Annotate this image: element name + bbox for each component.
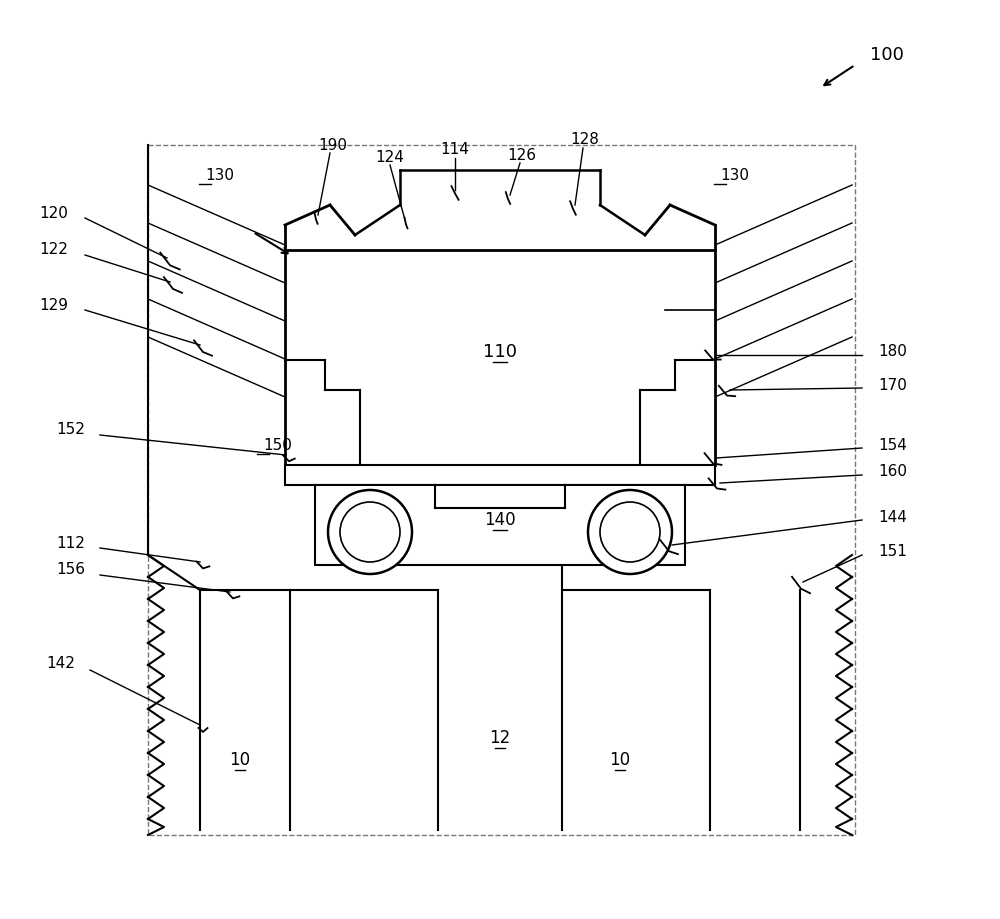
Bar [285, 465, 715, 485]
Text: 10: 10 [229, 751, 251, 769]
Bar [315, 485, 685, 565]
Circle shape [600, 502, 660, 562]
Text: 142: 142 [46, 656, 75, 672]
Text: 140: 140 [484, 511, 516, 529]
Text: 130: 130 [205, 167, 234, 183]
Text: 144: 144 [878, 509, 907, 525]
Text: 114: 114 [441, 142, 469, 157]
Text: 170: 170 [878, 378, 907, 392]
Circle shape [328, 490, 412, 574]
Circle shape [340, 502, 400, 562]
Text: 122: 122 [39, 243, 68, 257]
Bar [285, 250, 715, 465]
Text: 100: 100 [870, 46, 904, 64]
Text: 151: 151 [878, 544, 907, 560]
Text: 126: 126 [508, 148, 536, 163]
Text: 150: 150 [263, 437, 292, 452]
Text: 129: 129 [39, 298, 68, 312]
Text: 154: 154 [878, 437, 907, 452]
Bar [148, 145, 855, 835]
Text: 112: 112 [56, 536, 85, 550]
Circle shape [588, 490, 672, 574]
Text: 120: 120 [39, 206, 68, 221]
Text: 190: 190 [318, 138, 348, 153]
Text: 156: 156 [56, 562, 85, 577]
Text: 152: 152 [56, 423, 85, 437]
Text: 160: 160 [878, 464, 907, 480]
Text: 130: 130 [720, 167, 749, 183]
Text: 12: 12 [489, 729, 511, 747]
Text: 10: 10 [609, 751, 631, 769]
Text: 128: 128 [571, 132, 599, 148]
Text: 180: 180 [878, 345, 907, 359]
Text: 110: 110 [483, 343, 517, 361]
Text: 124: 124 [376, 150, 404, 165]
